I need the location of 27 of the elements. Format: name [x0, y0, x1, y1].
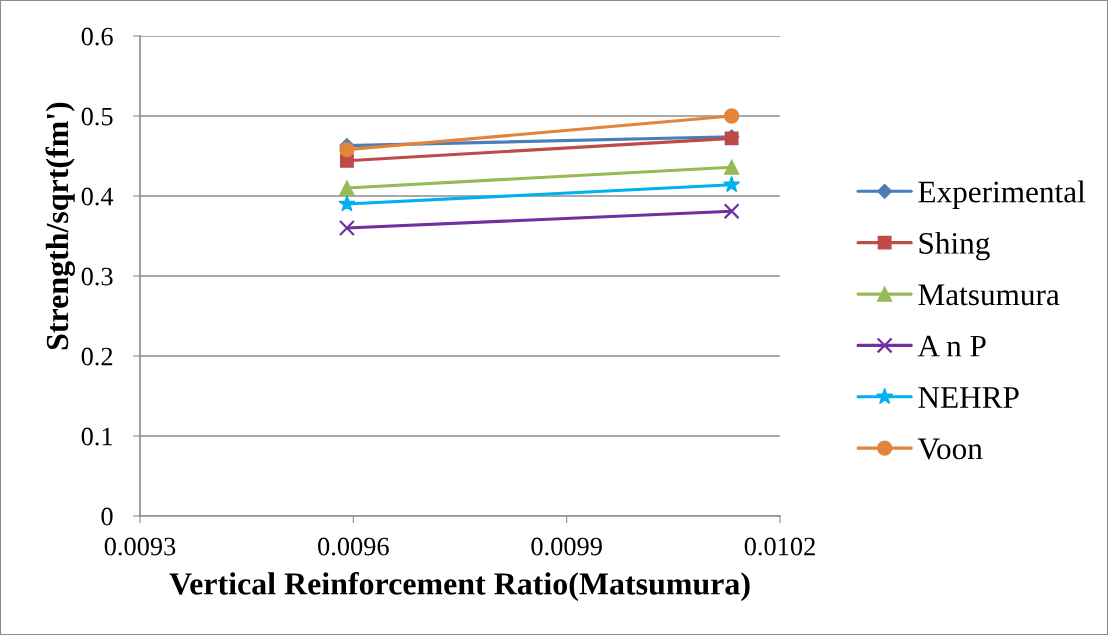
y-tick-label: 0.6 [81, 27, 113, 46]
y-tick-label: 0 [101, 507, 113, 526]
point [724, 159, 740, 175]
point [723, 203, 740, 220]
y-tick-label: 0.4 [81, 187, 114, 206]
x-tick-label: 0.0099 [531, 537, 602, 556]
point [338, 219, 355, 237]
legend-label: A n P [917, 335, 986, 357]
x-axis-title: Vertical Reinforcement Ratio(Matsumura) [169, 571, 750, 602]
legend-label: Shing [919, 231, 990, 261]
point [339, 141, 355, 158]
legend-label: Experimental [918, 180, 1086, 209]
y-tick-label: 0.2 [81, 347, 113, 366]
point [724, 108, 740, 124]
x-tick-label: 0.0096 [318, 537, 389, 556]
y-axis-title: Strength/sqrt(fm') [45, 102, 75, 350]
legend-label: Voon [917, 438, 983, 460]
x-tick-label: 0.0093 [104, 537, 176, 556]
legend-label: NEHRP [918, 387, 1019, 408]
point [339, 180, 355, 196]
y-tick-label: 0.1 [81, 427, 113, 446]
y-tick-label: 0.5 [81, 107, 113, 126]
point [723, 175, 741, 193]
point [338, 194, 356, 212]
legend-label: Matsumura [918, 284, 1060, 306]
x-tick-label: 0.0102 [744, 537, 815, 556]
y-tick-label: 0.3 [81, 267, 113, 286]
